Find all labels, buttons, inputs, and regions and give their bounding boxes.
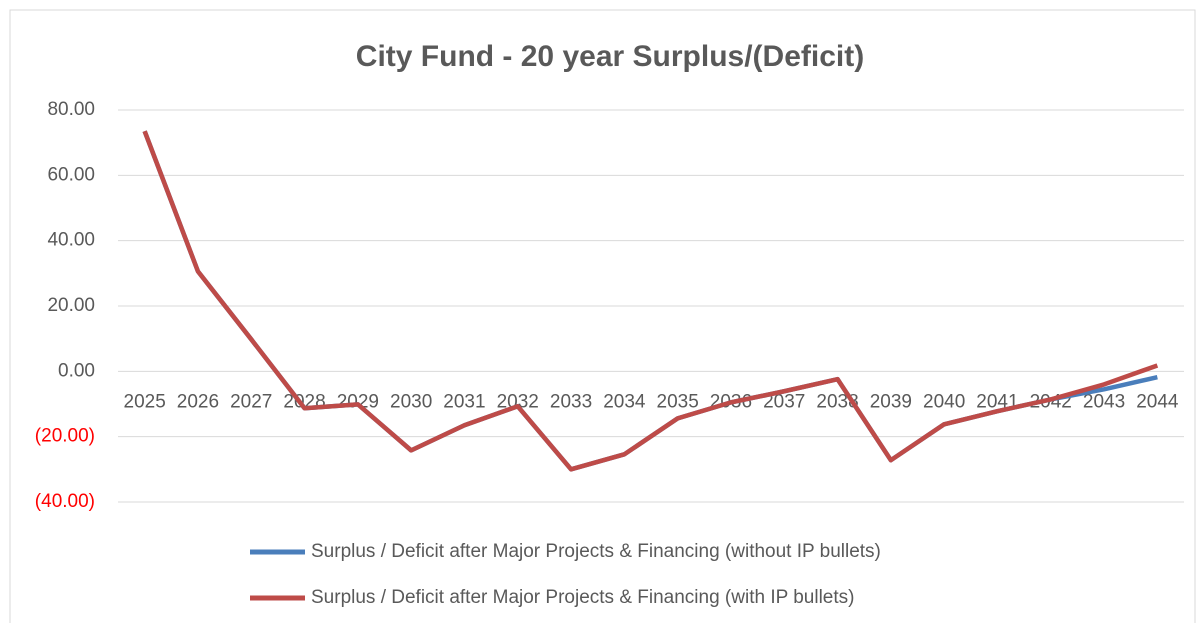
x-tick-label: 2035 xyxy=(657,391,699,412)
y-tick-label: 80.00 xyxy=(47,99,95,120)
x-tick-label: 2040 xyxy=(923,391,965,412)
y-tick-label: 0.00 xyxy=(58,360,95,381)
x-tick-label: 2029 xyxy=(337,391,379,412)
chart-title: City Fund - 20 year Surplus/(Deficit) xyxy=(356,40,864,73)
legend-label: Surplus / Deficit after Major Projects &… xyxy=(311,587,854,608)
x-tick-label: 2033 xyxy=(550,391,592,412)
y-tick-label: (40.00) xyxy=(35,491,95,512)
y-tick-label: 60.00 xyxy=(47,164,95,185)
chart-border xyxy=(9,9,1196,623)
x-tick-label: 2026 xyxy=(177,391,219,412)
x-tick-label: 2043 xyxy=(1083,391,1125,412)
y-tick-label: (20.00) xyxy=(35,426,95,447)
x-tick-label: 2032 xyxy=(497,391,539,412)
x-tick-label: 2025 xyxy=(124,391,166,412)
y-tick-label: 20.00 xyxy=(47,295,95,316)
legend-label: Surplus / Deficit after Major Projects &… xyxy=(311,541,881,562)
x-tick-label: 2027 xyxy=(230,391,272,412)
x-tick-label: 2030 xyxy=(390,391,432,412)
x-tick-label: 2037 xyxy=(763,391,805,412)
x-tick-label: 2039 xyxy=(870,391,912,412)
x-tick-label: 2034 xyxy=(603,391,646,412)
x-tick-label: 2031 xyxy=(443,391,485,412)
x-tick-label: 2044 xyxy=(1136,391,1179,412)
series-line xyxy=(142,130,1159,472)
y-tick-label: 40.00 xyxy=(47,230,95,251)
